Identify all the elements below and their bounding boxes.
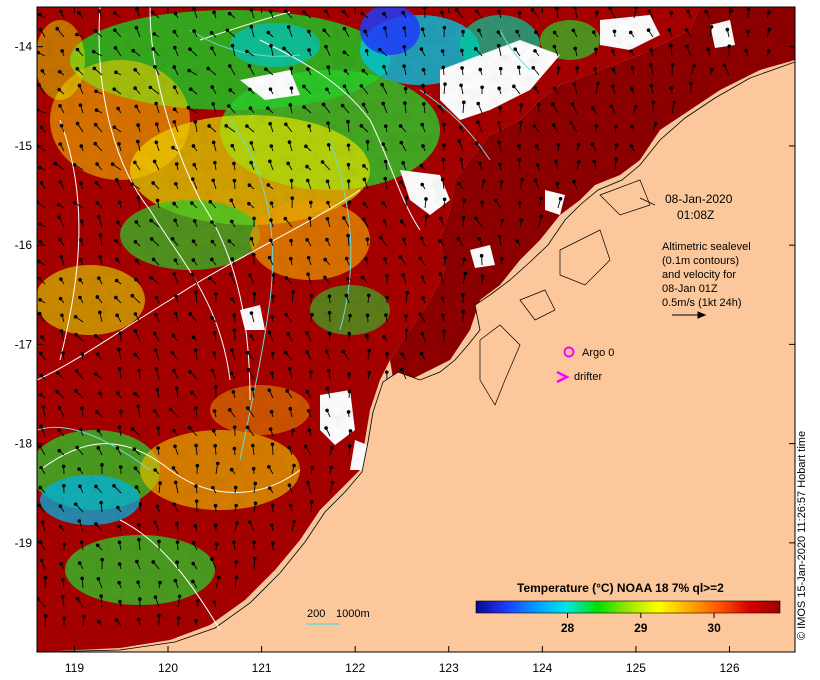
legend-line-2: (0.1m contours) [662, 255, 739, 267]
legend-line-3: and velocity for [662, 269, 736, 281]
legend-line-5: 0.5m/s (1kt 24h) [662, 297, 741, 309]
lat-tick-label: -14 [15, 40, 33, 54]
lon-tick-label: 126 [719, 661, 739, 675]
longitude-axis: 119 120 121 122 123 124 125 126 [65, 7, 740, 675]
lat-tick-label: -17 [15, 337, 33, 351]
drifter-marker [556, 370, 570, 384]
temperature-colorbar: Temperature (°C) NOAA 18 7% ql>=2 28 29 30 [475, 581, 781, 635]
legend-line-1: Altimetric sealevel [662, 241, 751, 253]
velocity-scale-arrow [672, 311, 707, 319]
lat-tick-label: -15 [15, 139, 33, 153]
velocity-arrows [37, 7, 771, 627]
bathy-label-1000: 1000m [336, 608, 370, 620]
credit-text: © IMOS 15-Jan-2020 11:26:57 Hobart time [796, 430, 808, 640]
lon-tick-label: 125 [626, 661, 646, 675]
lon-tick-label: 124 [532, 661, 552, 675]
colorbar-tick-label: 28 [561, 621, 575, 635]
drifter-label: drifter [574, 371, 602, 383]
legend-line-4: 08-Jan 01Z [662, 283, 718, 295]
lon-tick-label: 123 [439, 661, 459, 675]
bathymetry-legend: 200 1000m [306, 608, 370, 625]
colorbar-tick-label: 29 [634, 621, 648, 635]
bathy-label-200: 200 [307, 608, 325, 620]
map-annotations: 08-Jan-2020 01:08Z Altimetric sealevel (… [556, 192, 751, 384]
colorbar-tick-label: 30 [707, 621, 721, 635]
kimberley-inlets [479, 179, 651, 406]
colorbar-bar [475, 600, 781, 614]
lat-tick-label: -19 [15, 536, 33, 550]
lon-tick-label: 119 [65, 661, 84, 675]
latitude-axis: -14 -15 -16 -17 -18 -19 [15, 40, 795, 550]
time-label: 01:08Z [677, 208, 714, 222]
colorbar-title: Temperature (°C) NOAA 18 7% ql>=2 [517, 581, 724, 595]
argo-label: Argo 0 [582, 347, 614, 359]
lon-tick-label: 122 [345, 661, 365, 675]
plot-frame [36, 6, 796, 653]
lat-tick-label: -18 [15, 437, 33, 451]
lon-tick-label: 121 [252, 661, 272, 675]
lon-tick-label: 120 [158, 661, 178, 675]
lat-tick-label: -16 [15, 238, 33, 252]
date-label: 08-Jan-2020 [665, 192, 733, 206]
argo-marker [563, 346, 575, 358]
date-pointer [639, 197, 656, 206]
coastline [37, 7, 795, 652]
